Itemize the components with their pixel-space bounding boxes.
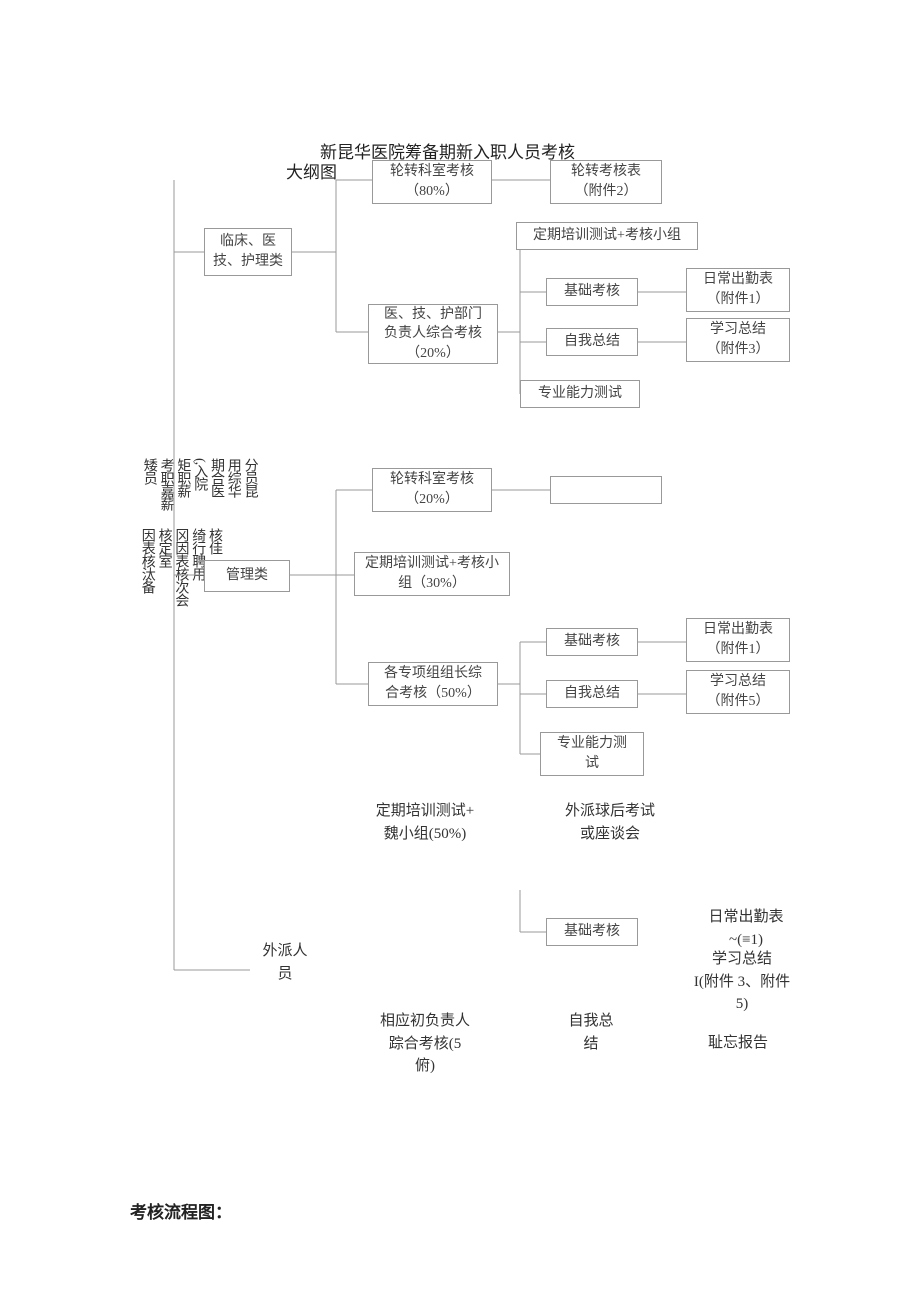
node-daily1: 日常出勤表（附件1）: [686, 268, 790, 312]
node-self1: 自我总结: [546, 328, 638, 356]
text-outperson: 外派人员: [250, 940, 320, 985]
node-daily2: 日常出勤表（附件1）: [686, 618, 790, 662]
footer-heading: 考核流程图：: [130, 1198, 232, 1223]
text-outtest: 外派球后考试或座谈会: [540, 800, 680, 845]
node-base3: 基础考核: [546, 918, 638, 946]
node-team50: 各专项组组长综合考核（50%）: [368, 662, 498, 706]
node-prof2: 专业能力测试: [540, 732, 644, 776]
node-dept20: 医、技、护部门负责人综合考核（20%）: [368, 304, 498, 364]
node-self2: 自我总结: [546, 680, 638, 708]
text-self3: 自我总结: [556, 1010, 626, 1055]
node-base2: 基础考核: [546, 628, 638, 656]
text-neglect: 耻忘报告: [688, 1032, 788, 1055]
node-study1: 学习总结（附件3）: [686, 318, 790, 362]
node-study2: 学习总结（附件5）: [686, 670, 790, 714]
node-rot20: 轮转科室考核（20%）: [372, 468, 492, 512]
node-empty: [550, 476, 662, 504]
node-base1: 基础考核: [546, 278, 638, 306]
node-rot80: 轮转科室考核（80%）: [372, 160, 492, 204]
text-study3: 学习总结I(附件 3、附件5): [672, 948, 812, 1016]
text-resp5: 相应初负责人踪合考核(5俯): [350, 1010, 500, 1078]
side-text-1: 分员昆用综华期合医(,入院矩职薪考职嘉薪矮员: [140, 458, 258, 510]
node-test_group: 定期培训测试+考核小组: [516, 222, 698, 250]
node-clinical: 临床、医技、护理类: [204, 228, 292, 276]
text-daily3: 日常出勤表~(≡1): [686, 906, 806, 951]
node-prof1: 专业能力测试: [520, 380, 640, 408]
text-wei50: 定期培训测试+魏小组(50%): [350, 800, 500, 845]
node-test30: 定期培训测试+考核小组（30%）: [354, 552, 510, 596]
title-sub: 大纲图: [286, 158, 337, 183]
node-mgmt: 管理类: [204, 560, 290, 592]
node-rot_table: 轮转考核表（附件2）: [550, 160, 662, 204]
